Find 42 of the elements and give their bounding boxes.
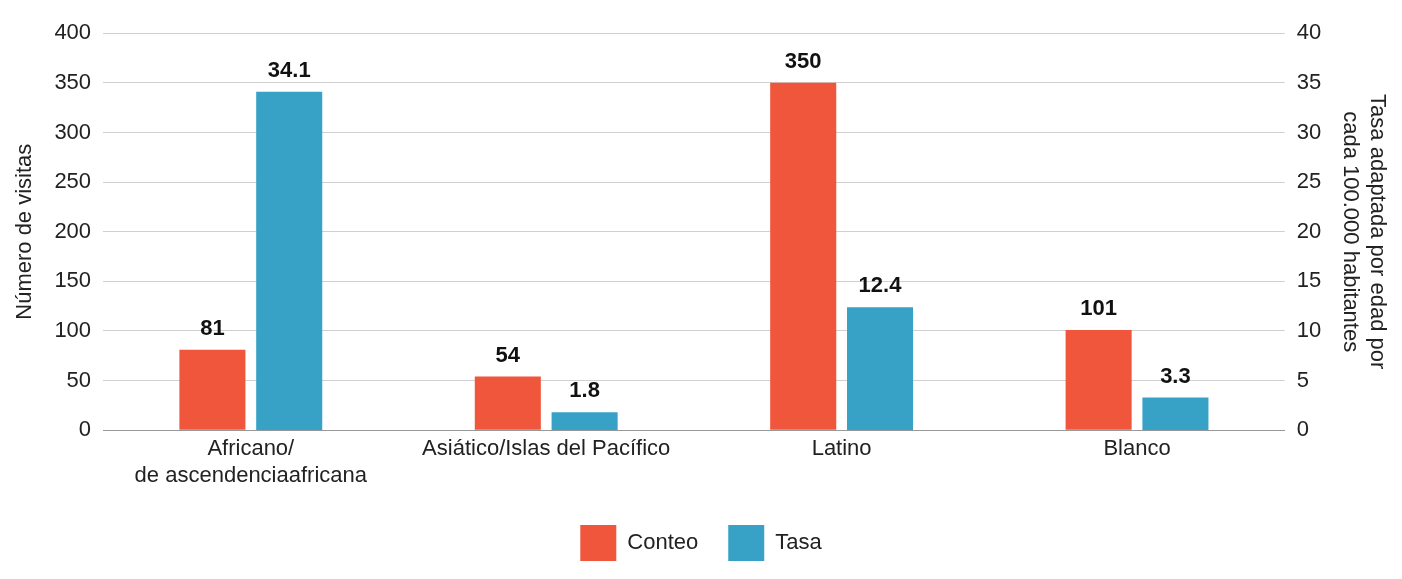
data-label: 12.4 bbox=[858, 272, 903, 298]
y-tick-label: 300 bbox=[54, 118, 92, 144]
y2-tick-label: 40 bbox=[1296, 19, 1322, 45]
data-label: 101 bbox=[1080, 295, 1117, 321]
y2-axis-title: Tasa adaptada por edad por cada 100.000 habitantes bbox=[1339, 94, 1391, 370]
bar bbox=[474, 376, 541, 430]
y2-tick-label: 25 bbox=[1296, 168, 1322, 194]
y-tick-label: 150 bbox=[54, 267, 92, 293]
x-tick-label: Blanco bbox=[1103, 435, 1171, 461]
y-tick-label: 400 bbox=[54, 19, 92, 45]
y-tick-label: 50 bbox=[66, 366, 92, 392]
y2-tick-label: 15 bbox=[1296, 267, 1322, 293]
y-tick-label: 200 bbox=[54, 217, 92, 243]
y2-tick-label: 35 bbox=[1296, 68, 1322, 94]
x-tick-label: Latino bbox=[811, 435, 872, 461]
bar bbox=[847, 307, 914, 431]
data-label: 81 bbox=[200, 314, 225, 340]
legend-label: Tasa bbox=[775, 529, 823, 555]
y2-tick-label: 20 bbox=[1296, 217, 1322, 243]
bar bbox=[770, 82, 837, 430]
y-tick-label: 350 bbox=[54, 68, 92, 94]
y2-tick-label: 10 bbox=[1296, 317, 1322, 343]
data-label: 54 bbox=[495, 341, 521, 367]
bar bbox=[256, 91, 323, 431]
x-tick-label: Asiático/Islas del Pacífico bbox=[422, 435, 671, 461]
data-label: 1.8 bbox=[569, 377, 600, 403]
bar bbox=[551, 412, 618, 431]
y-tick-label: 250 bbox=[54, 168, 92, 194]
x-tick-label: Africano/ de ascendenciaafricana bbox=[134, 435, 368, 487]
bar bbox=[179, 349, 246, 430]
y-tick-label: 100 bbox=[54, 317, 92, 343]
bar bbox=[1142, 397, 1209, 431]
y2-tick-label: 30 bbox=[1296, 118, 1322, 144]
y-tick-label: 0 bbox=[78, 416, 92, 442]
bar bbox=[1065, 329, 1132, 430]
y-axis-title: Número de visitas bbox=[11, 143, 37, 320]
legend-label: Conteo bbox=[627, 529, 699, 555]
y2-tick-label: 0 bbox=[1296, 416, 1309, 442]
data-label: 350 bbox=[784, 47, 822, 73]
data-label: 3.3 bbox=[1160, 362, 1191, 388]
y2-tick-label: 5 bbox=[1296, 366, 1309, 392]
data-label: 34.1 bbox=[267, 56, 311, 82]
